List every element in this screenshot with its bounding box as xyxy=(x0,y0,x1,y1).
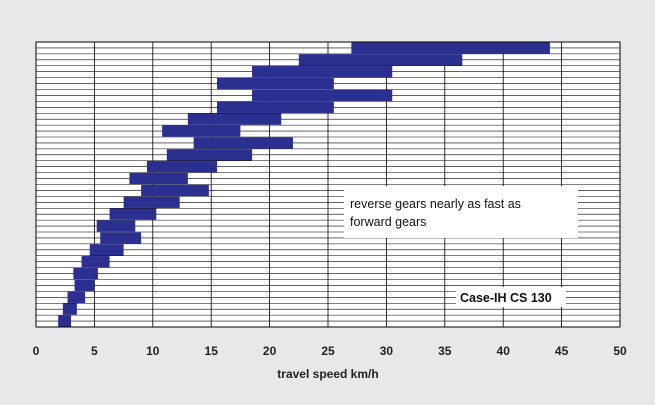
x-tick-label-35: 35 xyxy=(438,344,452,358)
gear-speed-bar-24 xyxy=(58,315,72,327)
gear-speed-bar-10 xyxy=(166,149,253,161)
gear-speed-bar-13 xyxy=(141,184,209,197)
x-tick-label-40: 40 xyxy=(497,344,511,358)
x-tick-label-20: 20 xyxy=(263,344,277,358)
gear-speed-bar-7 xyxy=(187,113,282,125)
gear-speed-bar-19 xyxy=(81,256,110,268)
gear-speed-bar-16 xyxy=(96,220,136,232)
model-box xyxy=(456,287,566,307)
gear-speed-bar-8 xyxy=(162,125,241,137)
gear-speed-bar-21 xyxy=(74,279,95,292)
plot-border xyxy=(35,41,621,328)
gear-speed-bar-6 xyxy=(217,101,334,113)
gear-speed-bar-11 xyxy=(146,161,218,173)
x-tick-label-30: 30 xyxy=(380,344,394,358)
gear-speed-bar-18 xyxy=(89,244,124,256)
bar-group xyxy=(58,42,550,327)
gear-speed-bar-3 xyxy=(252,66,393,78)
gear-speed-bar-14 xyxy=(123,196,180,208)
gear-speed-bar-23 xyxy=(62,303,77,315)
gear-speed-bar-1 xyxy=(351,42,550,54)
gear-speed-bar-5 xyxy=(252,89,393,102)
gear-speed-bar-22 xyxy=(67,291,86,303)
x-tick-labels: 0 5 10 15 20 25 30 35 40 45 50 xyxy=(33,344,627,358)
gear-speed-bar-15 xyxy=(109,208,157,220)
x-tick-label-0: 0 xyxy=(33,344,40,358)
x-tick-label-45: 45 xyxy=(555,344,569,358)
x-tick-label-15: 15 xyxy=(205,344,219,358)
x-tick-label-5: 5 xyxy=(91,344,98,358)
gear-speed-bar-2 xyxy=(298,54,463,66)
x-axis-title: travel speed km/h xyxy=(277,367,378,381)
gear-speed-bar-20 xyxy=(73,267,98,280)
note-line-1: reverse gears nearly as fast as xyxy=(350,197,521,211)
gear-speed-bar-12 xyxy=(129,172,188,185)
x-tick-label-10: 10 xyxy=(146,344,160,358)
note-box xyxy=(344,186,578,238)
note-line-2: forward gears xyxy=(350,215,426,229)
x-tick-label-50: 50 xyxy=(613,344,627,358)
gear-speed-bar-17 xyxy=(100,232,142,244)
x-tick-label-25: 25 xyxy=(321,344,335,358)
gear-speed-bar-9 xyxy=(193,137,293,149)
gear-speed-bar-4 xyxy=(217,77,334,90)
model-label: Case-IH CS 130 xyxy=(460,291,552,305)
